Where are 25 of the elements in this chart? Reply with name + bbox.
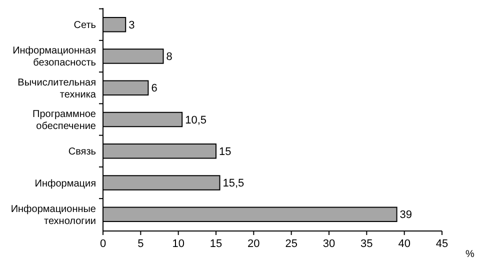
y-tick-label: Связь <box>68 146 96 158</box>
x-tick-label: 0 <box>100 238 106 250</box>
data-label: 10,5 <box>185 114 207 126</box>
y-tick-label: Информация <box>34 178 96 190</box>
y-tick-label: Информационная безопасность <box>12 46 96 69</box>
y-tick-label: Вычислительная техника <box>18 77 96 100</box>
x-tick-label: 15 <box>210 238 222 250</box>
data-label: 15 <box>219 146 232 158</box>
y-tick-label: Сеть <box>74 20 96 32</box>
x-tick-label: 25 <box>285 238 298 250</box>
data-label: 15,5 <box>222 178 244 190</box>
x-tick-label: 30 <box>322 238 336 250</box>
x-tick-label: 40 <box>398 238 410 250</box>
data-label: 39 <box>400 209 412 222</box>
x-tick-label: 45 <box>436 238 448 250</box>
x-axis-title: % <box>466 249 475 260</box>
data-label: 3 <box>128 19 135 32</box>
data-label: 8 <box>166 51 172 64</box>
y-tick-label: Информационные технологии <box>10 204 96 227</box>
y-tick-label: Программное обеспечение <box>32 109 96 132</box>
x-tick-label: 10 <box>172 238 184 250</box>
x-tick-label: 5 <box>138 238 144 250</box>
x-tick-label: 20 <box>248 238 260 250</box>
x-tick-label: 35 <box>360 238 373 250</box>
data-label: 6 <box>151 82 158 95</box>
